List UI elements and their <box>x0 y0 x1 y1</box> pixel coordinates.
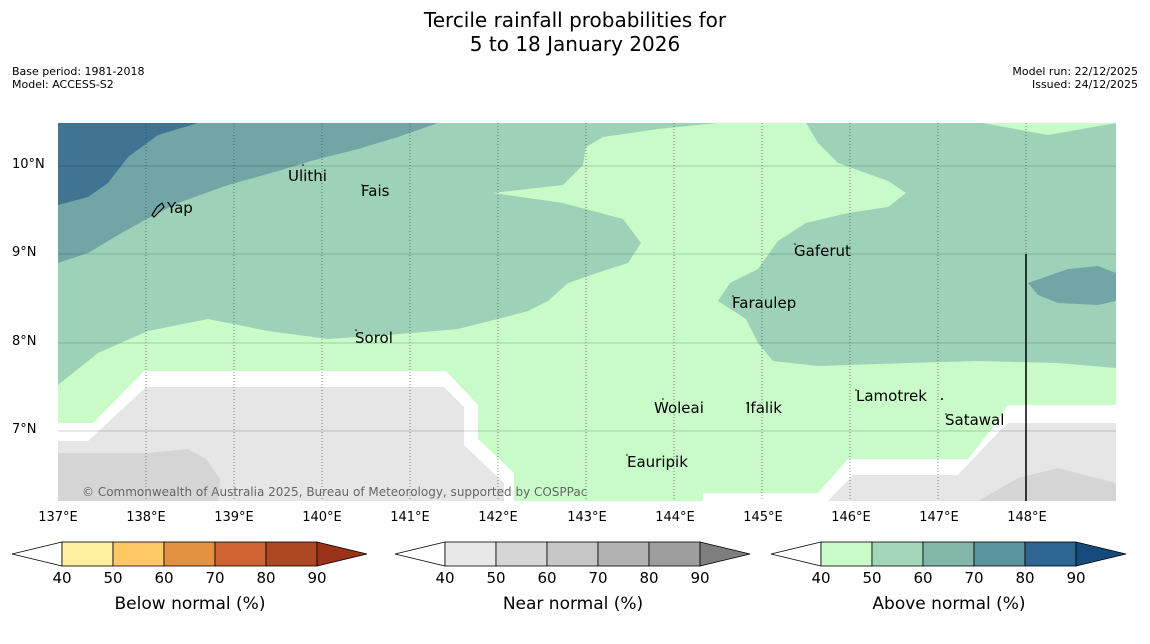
legend-near-seg-4 <box>597 541 650 567</box>
zone-above-50-60 <box>58 123 718 385</box>
legend-below-tick-50: 50 <box>103 569 123 587</box>
place-ifalik: Ifalik <box>746 399 782 417</box>
place-gaferut: Gaferut <box>794 242 851 260</box>
lon-label-138e: 138°E <box>126 510 166 525</box>
legend-near-tick-90: 90 <box>690 569 710 587</box>
legend-below-seg-0 <box>11 541 63 567</box>
legend-below-colorbar <box>11 541 368 567</box>
lon-label-140e: 140°E <box>302 510 342 525</box>
legend-below-seg-2 <box>112 541 165 567</box>
legend-near-tick-80: 80 <box>639 569 659 587</box>
place-lamotrek: Lamotrek <box>856 387 927 405</box>
island-dots <box>302 164 947 456</box>
zone-near-50-60 <box>58 449 220 501</box>
lat-label-9n: 9°N <box>12 245 37 260</box>
map-svg <box>58 123 1116 501</box>
legend-above-seg-0 <box>770 541 822 567</box>
lon-label-142e: 142°E <box>478 510 518 525</box>
legend-near-seg-3 <box>546 541 599 567</box>
grid-lines <box>58 165 1116 432</box>
legend-near-seg-2 <box>495 541 548 567</box>
lon-label-147e: 147°E <box>919 510 959 525</box>
place-fais: Fais <box>361 182 390 200</box>
zone-above-60-70 <box>58 123 438 263</box>
legend-near-colorbar <box>394 541 751 567</box>
legend-near-tick-60: 60 <box>537 569 557 587</box>
zone-above-50-60-east <box>718 123 1116 368</box>
legend-above-seg-1 <box>820 541 873 567</box>
map-area <box>58 123 1116 501</box>
model-run: Model run: 22/12/2025 <box>1012 65 1138 78</box>
place-ulithi: Ulithi <box>288 167 327 185</box>
legend-below-seg-6 <box>316 541 368 567</box>
legend-above-tick-90: 90 <box>1066 569 1086 587</box>
place-sorol: Sorol <box>355 329 393 347</box>
legend-above-colorbar <box>770 541 1127 567</box>
legend-below-tick-40: 40 <box>52 569 72 587</box>
legend-above-tick-40: 40 <box>811 569 831 587</box>
lat-label-7n: 7°N <box>12 422 37 437</box>
legend-near-seg-6 <box>699 541 751 567</box>
legend-above-tick-50: 50 <box>862 569 882 587</box>
zone-above-70-80 <box>58 123 198 205</box>
lon-label-146e: 146°E <box>831 510 871 525</box>
legend-above-seg-4 <box>973 541 1026 567</box>
lat-label-10n: 10°N <box>12 157 45 172</box>
zone-near-50-60-east <box>978 468 1116 501</box>
yap-island <box>151 202 165 218</box>
legend-above-tick-80: 80 <box>1015 569 1035 587</box>
legend-below-tick-80: 80 <box>256 569 276 587</box>
model-name: Model: ACCESS-S2 <box>12 78 114 91</box>
legend-above-seg-3 <box>922 541 975 567</box>
legend-below-tick-60: 60 <box>154 569 174 587</box>
lon-label-144e: 144°E <box>655 510 695 525</box>
legend-below-tick-90: 90 <box>307 569 327 587</box>
base-period: Base period: 1981-2018 <box>12 65 145 78</box>
title-line-2: 5 to 18 January 2026 <box>469 32 681 56</box>
legend-below-title: Below normal (%) <box>114 594 266 614</box>
legend-near-seg-1 <box>444 541 497 567</box>
legend-below-tick-70: 70 <box>205 569 225 587</box>
legend-near-tick-40: 40 <box>435 569 455 587</box>
lat-label-8n: 8°N <box>12 334 37 349</box>
meta-left: Base period: 1981-2018 Model: ACCESS-S2 <box>12 65 144 91</box>
legend-below-seg-4 <box>214 541 267 567</box>
legend-above-title: Above normal (%) <box>872 594 1026 614</box>
legend-above-seg-5 <box>1024 541 1077 567</box>
zone-above-60-70-east <box>1028 266 1116 305</box>
legend-near-seg-5 <box>648 541 701 567</box>
place-faraulep: Faraulep <box>732 294 797 312</box>
legend-near-tick-50: 50 <box>486 569 506 587</box>
legend-near-title: Near normal (%) <box>502 594 644 614</box>
legend-above-seg-2 <box>871 541 924 567</box>
place-eauripik: Eauripik <box>627 453 688 471</box>
lon-label-141e: 141°E <box>390 510 430 525</box>
legend-above-tick-70: 70 <box>964 569 984 587</box>
legend-above-seg-6 <box>1075 541 1127 567</box>
place-woleai: Woleai <box>654 399 704 417</box>
title-line-1: Tercile rainfall probabilities for <box>423 8 727 32</box>
lon-label-148e: 148°E <box>1007 510 1047 525</box>
legend-below-seg-5 <box>265 541 318 567</box>
legend-near-tick-70: 70 <box>588 569 608 587</box>
meta-right: Model run: 22/12/2025 Issued: 24/12/2025 <box>1012 65 1138 91</box>
place-satawal: Satawal <box>945 411 1005 429</box>
lon-label-143e: 143°E <box>567 510 607 525</box>
copyright-text: © Commonwealth of Australia 2025, Bureau… <box>82 485 588 499</box>
lon-label-145e: 145°E <box>743 510 783 525</box>
lon-label-137e: 137°E <box>38 510 78 525</box>
chart-title: Tercile rainfall probabilities for 5 to … <box>0 8 1150 56</box>
place-yap: Yap <box>167 199 193 217</box>
legend-below-seg-3 <box>163 541 216 567</box>
legend-near-seg-0 <box>394 541 446 567</box>
issued-date: Issued: 24/12/2025 <box>1031 78 1138 91</box>
legend-above-tick-60: 60 <box>913 569 933 587</box>
lon-label-139e: 139°E <box>214 510 254 525</box>
legend-below-seg-1 <box>61 541 114 567</box>
